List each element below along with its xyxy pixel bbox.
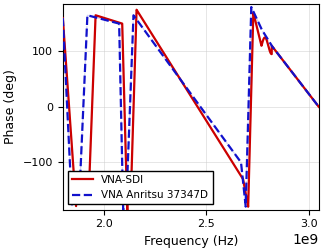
Legend: VNA-SDI, VNA Anritsu 37347D: VNA-SDI, VNA Anritsu 37347D bbox=[68, 171, 213, 204]
VNA Anritsu 37347D bbox=[271, 46, 275, 49]
Y-axis label: Phase (deg): Phase (deg) bbox=[4, 69, 17, 144]
VNA-SDI bbox=[61, 17, 65, 20]
VNA Anritsu 37347D bbox=[107, 19, 111, 22]
VNA-SDI bbox=[214, 135, 218, 138]
X-axis label: Frequency (Hz): Frequency (Hz) bbox=[144, 235, 238, 248]
Line: VNA Anritsu 37347D: VNA Anritsu 37347D bbox=[63, 7, 319, 210]
VNA Anritsu 37347D bbox=[214, 127, 218, 130]
VNA-SDI bbox=[227, 156, 231, 159]
VNA-SDI bbox=[125, 209, 129, 212]
VNA Anritsu 37347D bbox=[317, 105, 321, 108]
VNA Anritsu 37347D bbox=[227, 145, 231, 148]
VNA-SDI bbox=[317, 105, 321, 108]
VNA Anritsu 37347D bbox=[249, 6, 253, 9]
VNA-SDI bbox=[271, 46, 275, 49]
VNA-SDI bbox=[252, 14, 256, 17]
VNA Anritsu 37347D bbox=[252, 11, 256, 14]
VNA Anritsu 37347D bbox=[159, 51, 162, 54]
VNA Anritsu 37347D bbox=[61, 17, 65, 20]
VNA-SDI bbox=[107, 18, 111, 21]
VNA-SDI bbox=[135, 8, 139, 11]
VNA-SDI bbox=[159, 47, 163, 50]
Line: VNA-SDI: VNA-SDI bbox=[63, 10, 319, 211]
VNA Anritsu 37347D bbox=[121, 209, 125, 212]
